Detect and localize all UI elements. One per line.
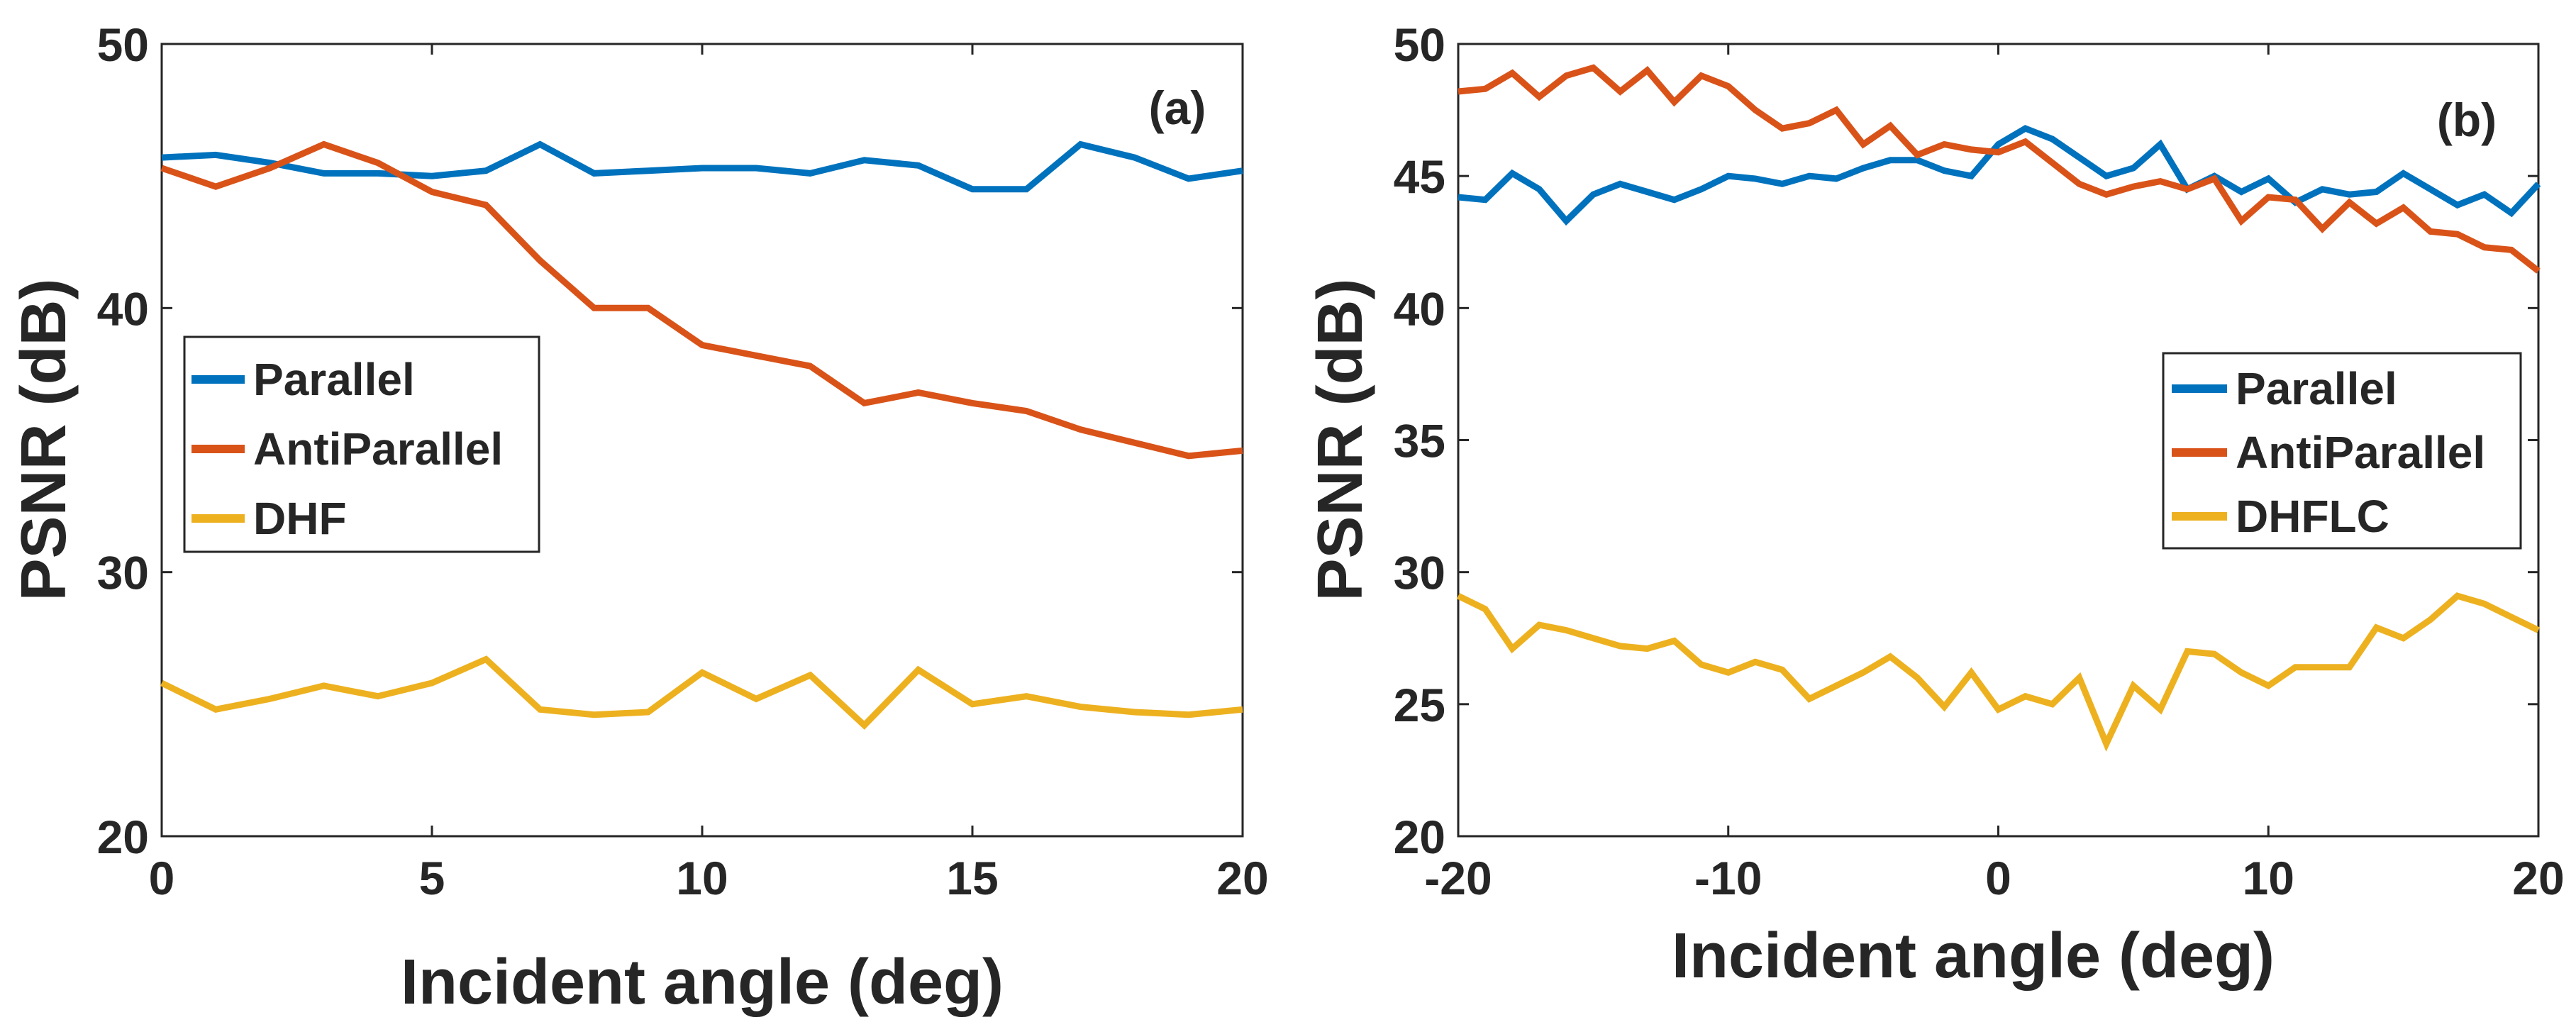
y-tick-label-a: 50 bbox=[97, 18, 149, 71]
y-tick-label-b: 30 bbox=[1394, 547, 1445, 599]
y-tick-label-b: 45 bbox=[1394, 150, 1445, 203]
x-axis-label-b: Incident angle (deg) bbox=[1672, 921, 2275, 992]
legend-label-parallel-a: Parallel bbox=[253, 354, 415, 405]
x-tick-label-a: 10 bbox=[676, 852, 728, 904]
y-tick-label-b: 40 bbox=[1394, 282, 1445, 335]
y-tick-label-b: 25 bbox=[1394, 679, 1445, 731]
y-tick-label-a: 30 bbox=[97, 547, 149, 599]
panel-a: 0 5 10 15 20 20 30 40 50 (a) Incident angle (deg… bbox=[9, 18, 1269, 1018]
x-tick-label-a: 20 bbox=[1216, 852, 1268, 904]
x-tick-label-a: 5 bbox=[419, 852, 445, 904]
series-line-antiparallel-b bbox=[1458, 64, 2541, 274]
x-tick-label-b: -10 bbox=[1694, 852, 1762, 904]
series-line-dhf-a bbox=[160, 655, 1243, 730]
tick-labels-b: -20 -10 0 10 20 20 25 30 35 40 45 50 bbox=[1394, 18, 2565, 904]
y-axis-label-a: PSNR (dB) bbox=[9, 279, 79, 601]
legend-label-parallel-b: Parallel bbox=[2236, 363, 2397, 414]
series-lines-b bbox=[1457, 64, 2541, 752]
panel-label-a: (a) bbox=[1149, 82, 1206, 134]
x-tick-label-a: 0 bbox=[149, 852, 175, 904]
x-tick-label-a: 15 bbox=[946, 852, 998, 904]
legend-label-antiparallel-b: AntiParallel bbox=[2236, 427, 2485, 478]
tick-labels-a: 0 5 10 15 20 20 30 40 50 bbox=[97, 18, 1269, 904]
x-axis-label-a: Incident angle (deg) bbox=[401, 947, 1004, 1018]
legend-label-dhflc-b: DHFLC bbox=[2236, 491, 2389, 542]
legend-b: Parallel AntiParallel DHFLC bbox=[2162, 352, 2522, 550]
x-tick-label-b: 20 bbox=[2512, 852, 2564, 904]
y-tick-label-a: 20 bbox=[97, 811, 149, 863]
panel-b: -20 -10 0 10 20 20 25 30 35 40 45 50 (b) Incident a… bbox=[1305, 18, 2565, 992]
series-line-antiparallel-a bbox=[160, 140, 1243, 460]
ticks-a bbox=[160, 43, 1244, 838]
x-tick-label-b: 10 bbox=[2243, 852, 2294, 904]
y-tick-label-b: 35 bbox=[1394, 415, 1445, 467]
legend-a: Parallel AntiParallel DHF bbox=[183, 335, 540, 553]
y-tick-label-b: 50 bbox=[1394, 18, 1445, 71]
panel-label-b: (b) bbox=[2437, 94, 2497, 146]
legend-label-dhf-a: DHF bbox=[253, 493, 347, 544]
y-axis-label-b: PSNR (dB) bbox=[1305, 279, 1376, 601]
x-tick-label-b: 0 bbox=[1985, 852, 2011, 904]
series-lines-a bbox=[160, 140, 1243, 730]
series-line-parallel-a bbox=[161, 140, 1243, 193]
series-line-parallel-b bbox=[1458, 125, 2541, 226]
legend-label-antiparallel-a: AntiParallel bbox=[253, 423, 503, 474]
x-tick-label-b: -20 bbox=[1424, 852, 1492, 904]
ticks-b bbox=[1457, 43, 2540, 838]
series-line-dhflc-b bbox=[1457, 592, 2540, 752]
y-tick-label-b: 20 bbox=[1394, 811, 1445, 863]
y-tick-label-a: 40 bbox=[97, 282, 149, 335]
